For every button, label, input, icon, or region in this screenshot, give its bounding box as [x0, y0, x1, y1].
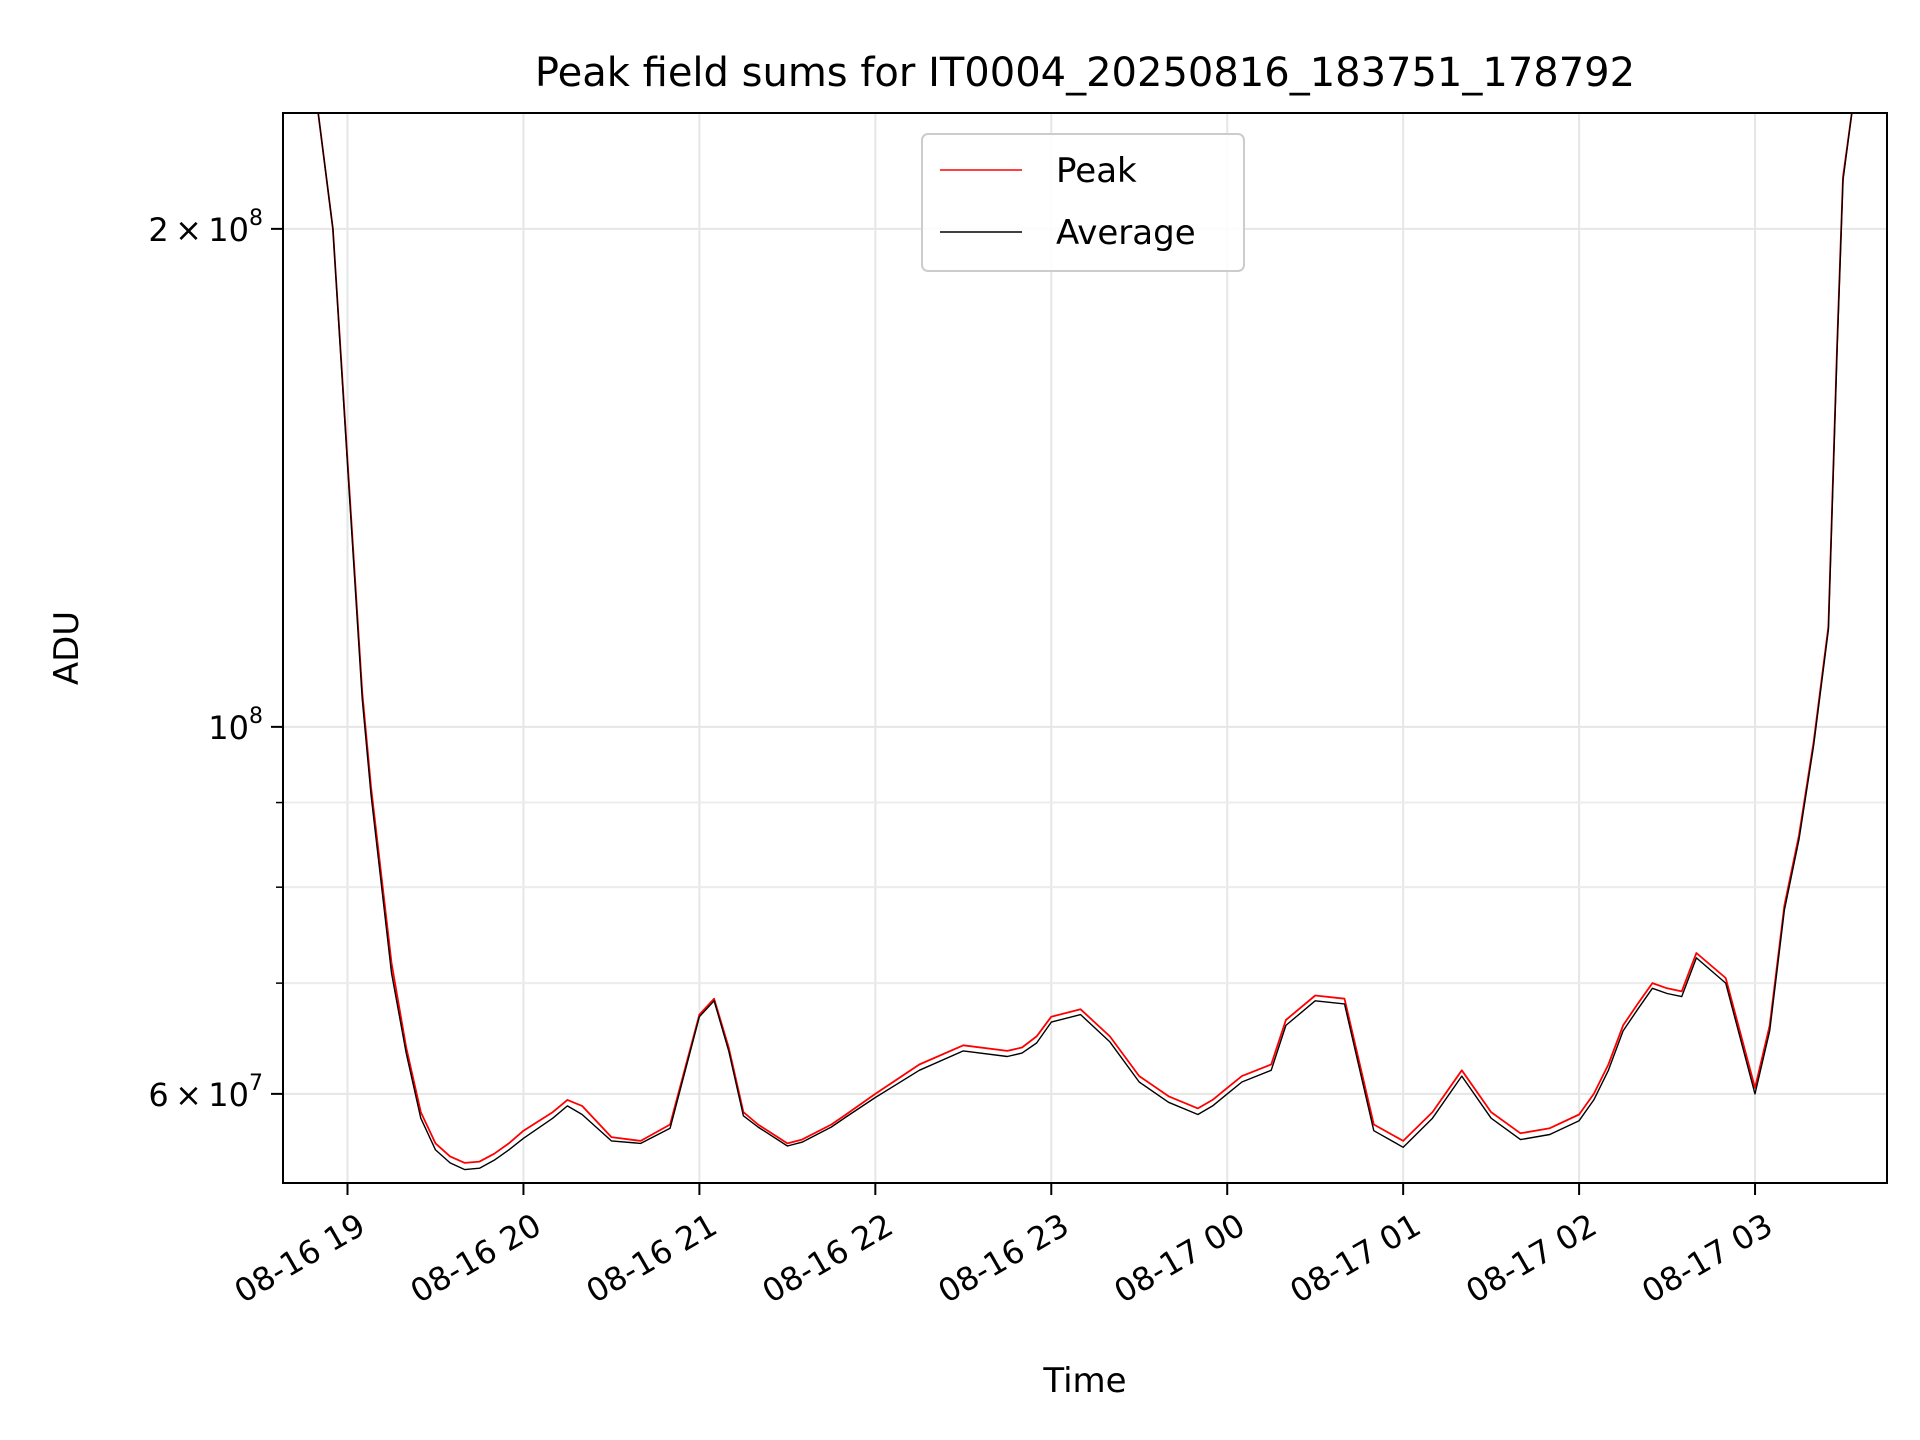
- x-tick-label: 08-17 00: [1108, 1206, 1252, 1311]
- legend-label-peak: Peak: [1056, 151, 1137, 191]
- x-tick-label: 08-16 23: [932, 1206, 1076, 1311]
- grid: [283, 113, 1887, 1183]
- x-tick-label: 08-16 19: [228, 1206, 372, 1311]
- legend-box: [921, 133, 1245, 272]
- y-axis-label: ADU: [47, 611, 87, 685]
- x-tick-label: 08-17 03: [1635, 1206, 1779, 1311]
- y-tick-label: 2 × 108: [148, 206, 263, 249]
- chart-title: Peak field sums for IT0004_20250816_1837…: [535, 50, 1635, 96]
- series-layer: [317, 113, 1853, 1171]
- y-tick-label: 6 × 107: [148, 1071, 263, 1114]
- y-tick-label: 108: [208, 704, 263, 747]
- x-tick-label: 08-17 02: [1460, 1206, 1604, 1311]
- x-tick-label: 08-16 21: [580, 1206, 724, 1311]
- x-tick-label: 08-16 20: [404, 1206, 548, 1311]
- series-line-average: [317, 113, 1853, 1171]
- x-tick-label: 08-17 01: [1284, 1206, 1428, 1311]
- axes: 08-16 19 08-16 20 08-16 21 08-16 22 08-16 23…: [148, 206, 1779, 1311]
- legend: Peak Average: [921, 133, 1245, 272]
- series-line-peak: [317, 113, 1853, 1164]
- plot-frame: [282, 112, 1888, 1184]
- x-axis-label: Time: [1042, 1361, 1126, 1401]
- legend-label-average: Average: [1056, 213, 1196, 253]
- x-tick-label: 08-16 22: [756, 1206, 900, 1311]
